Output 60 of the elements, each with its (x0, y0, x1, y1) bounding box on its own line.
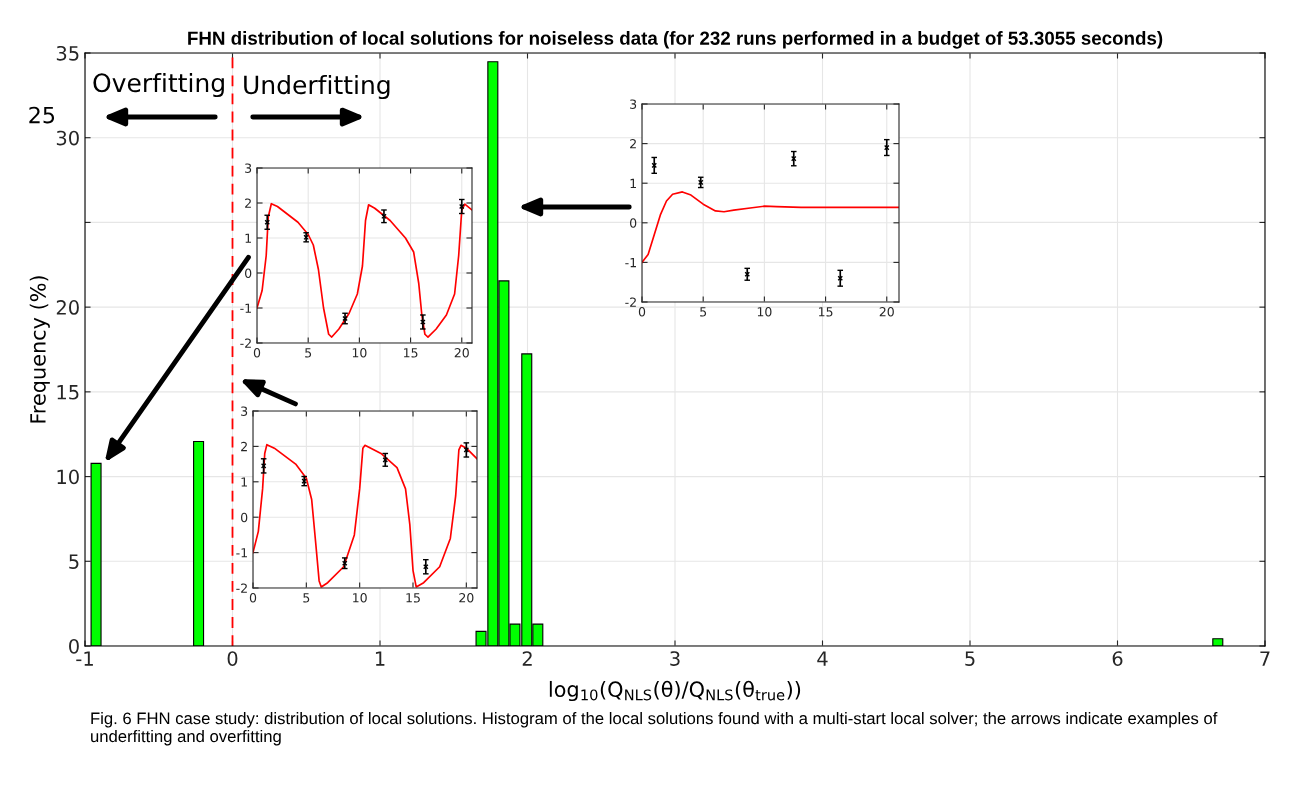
x-tick-label: 0 (638, 307, 646, 317)
x-tick-label: 2 (522, 651, 532, 666)
y-axis-title: Frequency (%) (29, 276, 50, 423)
x-tick-label: 1 (375, 651, 385, 666)
point (790, 155, 797, 162)
annotation: Underfitting (244, 74, 390, 100)
y-tick-label: 5 (69, 554, 79, 569)
point (837, 275, 844, 282)
x-tick-label: 10 (353, 593, 367, 603)
y-tick-label: 1 (630, 178, 636, 188)
point (420, 319, 426, 325)
x-tick-label: 5 (305, 348, 312, 358)
y-tick-label: 30 (56, 130, 79, 146)
caption: Fig. 6 FHN case study: distribution of local solutions. Histogram of the local solutions found with a multi-start local solver; the arrows indicate examples of underfitting and overfitting (91, 712, 1218, 746)
x-tick-label: 6 (1112, 651, 1123, 666)
x-tick-label: 20 (454, 348, 469, 358)
point (651, 162, 658, 169)
point (744, 271, 751, 278)
chart-title: FHN distribution of local solutions for noiseless data (for 232 runs performed in a budget of 53.3055 seconds) (188, 31, 1163, 49)
y-tick-label: -2 (240, 338, 251, 348)
y-tick-label: 3 (241, 406, 248, 416)
y-tick-label: 3 (245, 163, 252, 173)
y-tick-label: 15 (57, 385, 79, 400)
point (423, 563, 429, 570)
x-tick-label: 4 (817, 651, 828, 666)
y-tick-label: 0 (241, 512, 248, 523)
x-tick-label: 3 (670, 651, 680, 666)
point (341, 560, 348, 566)
y-tick-label: -2 (625, 297, 636, 307)
x-tick-label: 7 (1260, 651, 1270, 666)
y-tick-label: 1 (241, 477, 247, 487)
y-tick-label: 0 (630, 218, 637, 228)
y-tick-label: 1 (245, 233, 251, 243)
x-tick-label: 15 (403, 348, 418, 358)
line-series (642, 191, 899, 264)
y-tick-label: 2 (245, 198, 251, 208)
y-tick-label: 3 (630, 99, 637, 109)
y-tick-label: -1 (625, 258, 636, 268)
point (382, 457, 389, 463)
y-tick-label: 2 (630, 139, 636, 149)
x-tick-label: 10 (757, 307, 772, 317)
annotation: Overfitting (93, 72, 224, 98)
x-tick-label: 20 (459, 593, 474, 603)
line-series (257, 202, 472, 338)
x-tick-label: 5 (303, 593, 310, 603)
x-tick-label: 15 (406, 593, 420, 603)
x-tick-label: 15 (818, 307, 833, 317)
x-tick-label: 20 (879, 307, 894, 317)
y-tick-label: -2 (236, 583, 247, 593)
x-tick-label: 5 (965, 651, 975, 666)
x-tick-label: 0 (253, 348, 261, 358)
text: log$_{10}$(Q$_{NLS}$(θ)/Q$_{NLS}$(θ$_{true}$)) (549, 680, 801, 702)
y-tick-label: -1 (236, 548, 247, 558)
text: 25 (29, 106, 55, 124)
y-tick-label: 10 (57, 469, 79, 485)
y-tick-label: 0 (245, 268, 252, 278)
y-tick-label: 35 (56, 45, 79, 61)
y-tick-label: 2 (241, 441, 247, 452)
x-tick-label: 5 (700, 307, 707, 317)
x-tick-label: 10 (352, 348, 367, 358)
